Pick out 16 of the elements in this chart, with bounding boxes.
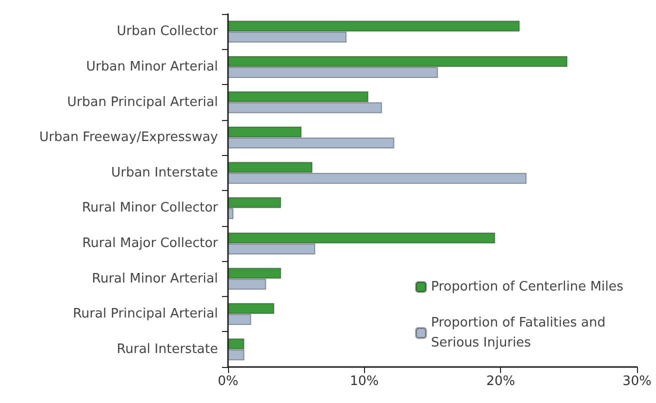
y-tick-label: Rural Minor Collector: [82, 200, 219, 216]
legend-label: Proportion of Fatalities and Serious Injuries: [431, 316, 610, 350]
x-tick-label: 10%: [350, 374, 379, 389]
y-tick-label: Urban Minor Arterial: [86, 59, 218, 74]
x-tick-label: 0%: [218, 374, 238, 389]
x-tick-label: 30%: [622, 374, 652, 389]
y-tick-label: Rural Interstate: [116, 342, 218, 357]
y-tick-label: Urban Collector: [116, 24, 219, 40]
y-tick-label: Urban Freeway/Expressway: [39, 130, 218, 146]
y-tick-label: Urban Principal Arterial: [67, 94, 218, 110]
legend-label: Proportion of Centerline Miles: [431, 280, 624, 294]
y-tick-label: Rural Major Collector: [82, 236, 219, 251]
y-tick-label: Urban Interstate: [111, 165, 218, 180]
y-tick-label: Rural Minor Arterial: [92, 271, 218, 286]
y-tick-label: Rural Principal Arterial: [72, 306, 218, 322]
x-tick-label: 20%: [486, 374, 516, 389]
